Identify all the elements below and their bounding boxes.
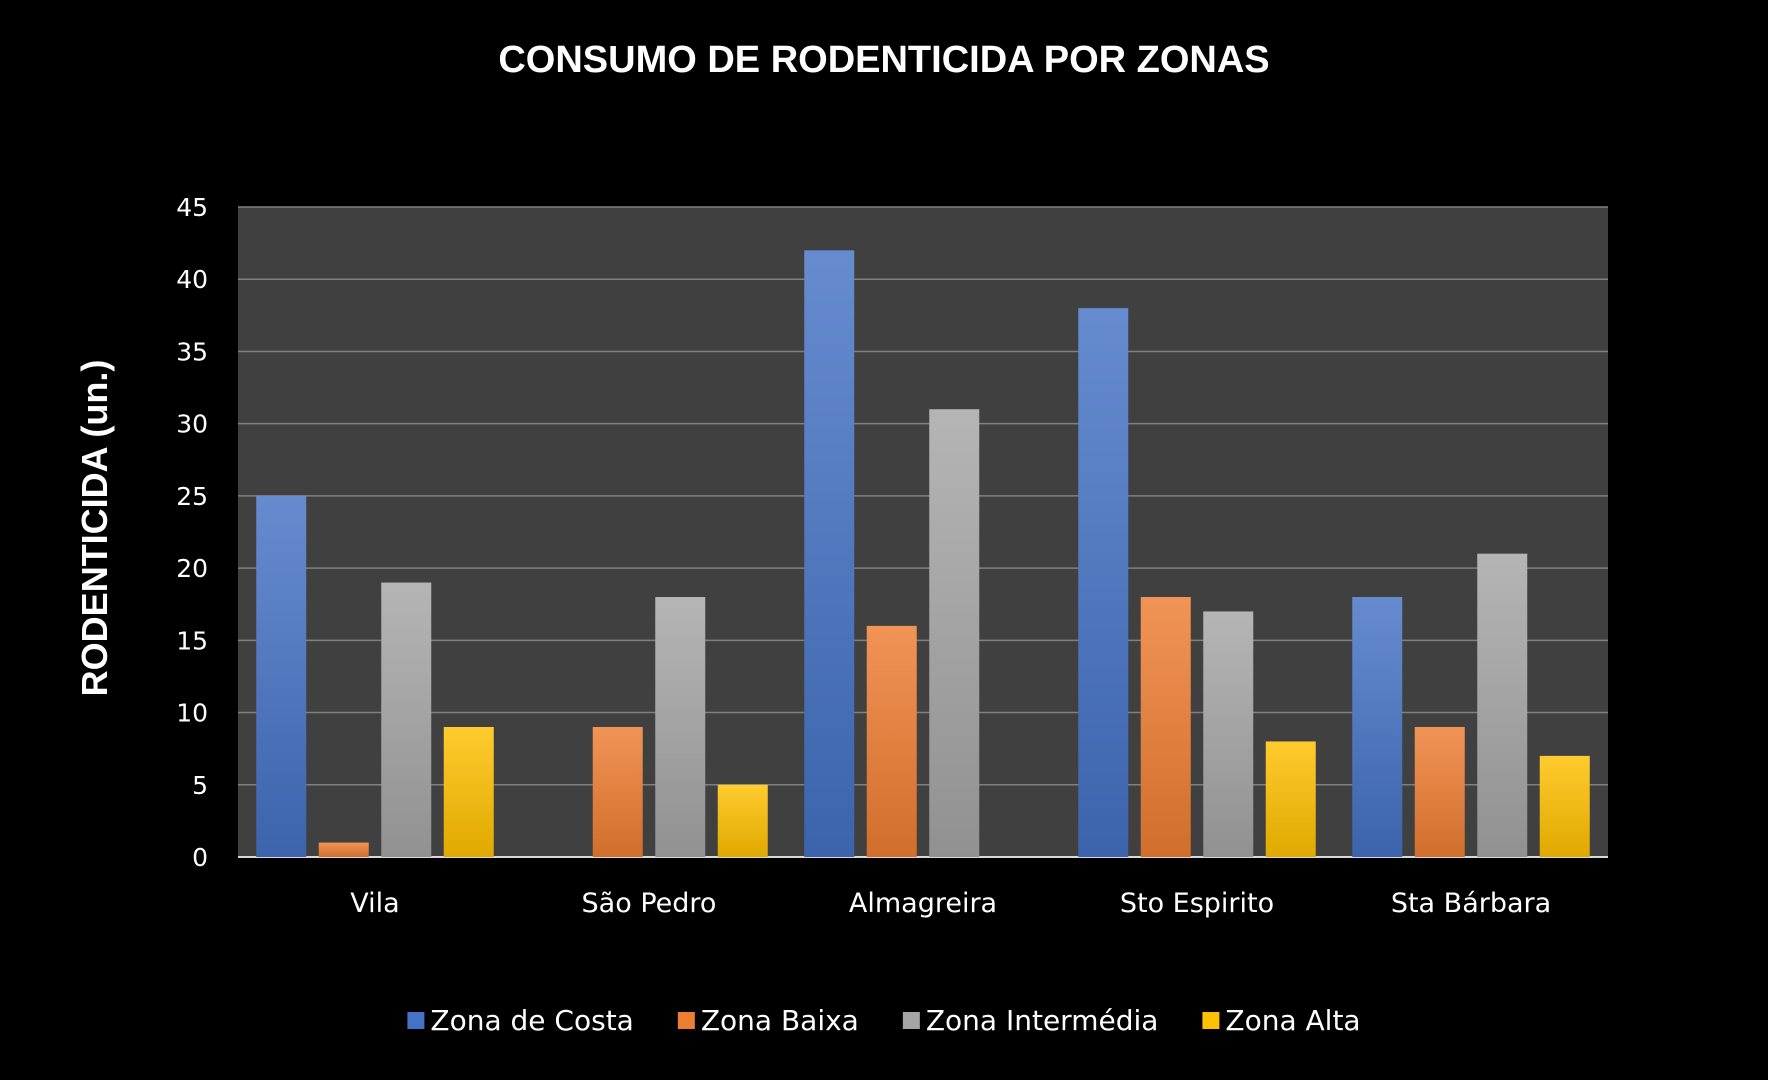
bar-sao-pedro-zona-alta	[717, 784, 768, 857]
x-tick-label-sao-pedro: São Pedro	[582, 888, 717, 919]
bar-vila-zona-intermedia	[381, 582, 432, 857]
legend-label-zona-alta: Zona Alta	[1225, 1004, 1360, 1037]
y-tick-label-25: 25	[176, 482, 208, 511]
bar-vila-zona-baixa	[318, 842, 369, 857]
y-axis-label: RODENTICIDA (un.)	[74, 360, 115, 697]
y-tick-label-0: 0	[192, 843, 208, 872]
bar-almagreira-zona-de-costa	[804, 250, 855, 858]
bar-sta-barbara-zona-alta	[1539, 755, 1590, 857]
y-tick-label-15: 15	[176, 626, 208, 655]
plot-area	[238, 207, 1608, 857]
y-tick-label-30: 30	[176, 410, 208, 439]
legend-label-zona-intermedia: Zona Intermédia	[926, 1004, 1159, 1037]
bars	[256, 250, 1590, 858]
x-axis-ticks: Vila São Pedro Almagreira Sto Espirito Sta B…	[350, 888, 1551, 919]
y-tick-label-40: 40	[176, 265, 208, 294]
y-axis-ticks: 0 5 10 15 20 25 30 35 40 45	[176, 193, 208, 872]
y-tick-label-10: 10	[176, 699, 208, 728]
bar-almagreira-zona-baixa	[866, 625, 917, 857]
legend-swatch-zona-alta	[1202, 1012, 1220, 1029]
bar-vila-zona-de-costa	[256, 495, 307, 857]
y-tick-label-45: 45	[176, 193, 208, 222]
legend-label-zona-de-costa: Zona de Costa	[430, 1004, 633, 1037]
legend-swatch-zona-baixa	[677, 1012, 695, 1029]
bar-sta-barbara-zona-intermedia	[1477, 553, 1528, 857]
bar-sta-barbara-zona-de-costa	[1352, 597, 1403, 857]
legend: Zona de Costa Zona Baixa Zona Intermédia Zo…	[407, 1004, 1361, 1037]
y-tick-label-35: 35	[176, 337, 208, 366]
y-tick-label-20: 20	[176, 554, 208, 583]
bar-sao-pedro-zona-baixa	[592, 727, 643, 857]
bar-vila-zona-alta	[443, 727, 494, 857]
bar-sto-espirito-zona-baixa	[1140, 597, 1191, 857]
bar-sto-espirito-zona-de-costa	[1078, 308, 1129, 858]
x-tick-label-vila: Vila	[350, 888, 399, 919]
bar-sto-espirito-zona-alta	[1265, 741, 1316, 857]
legend-item-zona-de-costa: Zona de Costa	[407, 1004, 634, 1037]
bar-almagreira-zona-intermedia	[929, 409, 980, 857]
x-tick-label-almagreira: Almagreira	[849, 888, 997, 919]
legend-item-zona-baixa: Zona Baixa	[677, 1004, 859, 1037]
legend-item-zona-alta: Zona Alta	[1202, 1004, 1361, 1037]
chart-title: CONSUMO DE RODENTICIDA POR ZONAS	[498, 39, 1269, 81]
legend-swatch-zona-intermedia	[902, 1012, 920, 1029]
bar-sto-espirito-zona-intermedia	[1203, 611, 1254, 857]
legend-label-zona-baixa: Zona Baixa	[701, 1004, 859, 1037]
legend-swatch-zona-de-costa	[407, 1012, 425, 1029]
bar-sta-barbara-zona-baixa	[1414, 727, 1465, 857]
x-tick-label-sta-barbara: Sta Bárbara	[1391, 888, 1551, 919]
bar-sao-pedro-zona-intermedia	[655, 597, 706, 857]
legend-item-zona-intermedia: Zona Intermédia	[902, 1004, 1159, 1037]
x-tick-label-sto-espirito: Sto Espirito	[1120, 888, 1274, 919]
y-tick-label-5: 5	[192, 771, 208, 800]
